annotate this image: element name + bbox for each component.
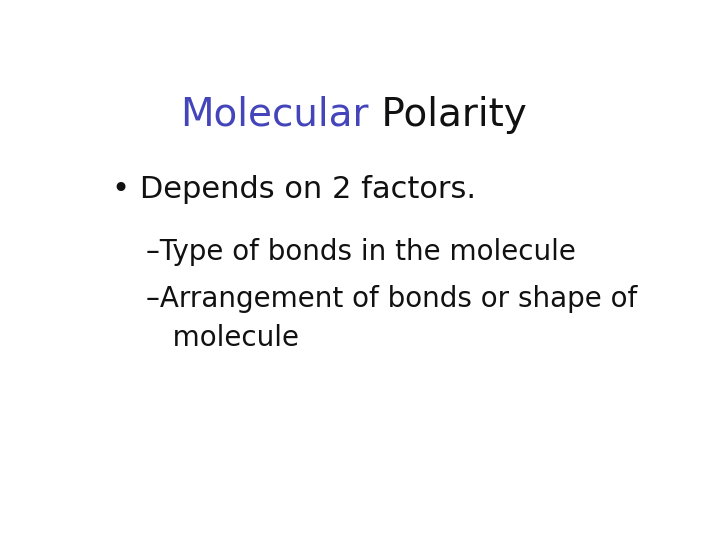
Text: • Depends on 2 factors.: • Depends on 2 factors. [112, 175, 477, 204]
Text: Polarity: Polarity [369, 96, 527, 134]
Text: –Type of bonds in the molecule: –Type of bonds in the molecule [145, 238, 576, 266]
Text: Molecular: Molecular [181, 96, 369, 134]
Text: –Arrangement of bonds or shape of
   molecule: –Arrangement of bonds or shape of molecu… [145, 285, 637, 352]
